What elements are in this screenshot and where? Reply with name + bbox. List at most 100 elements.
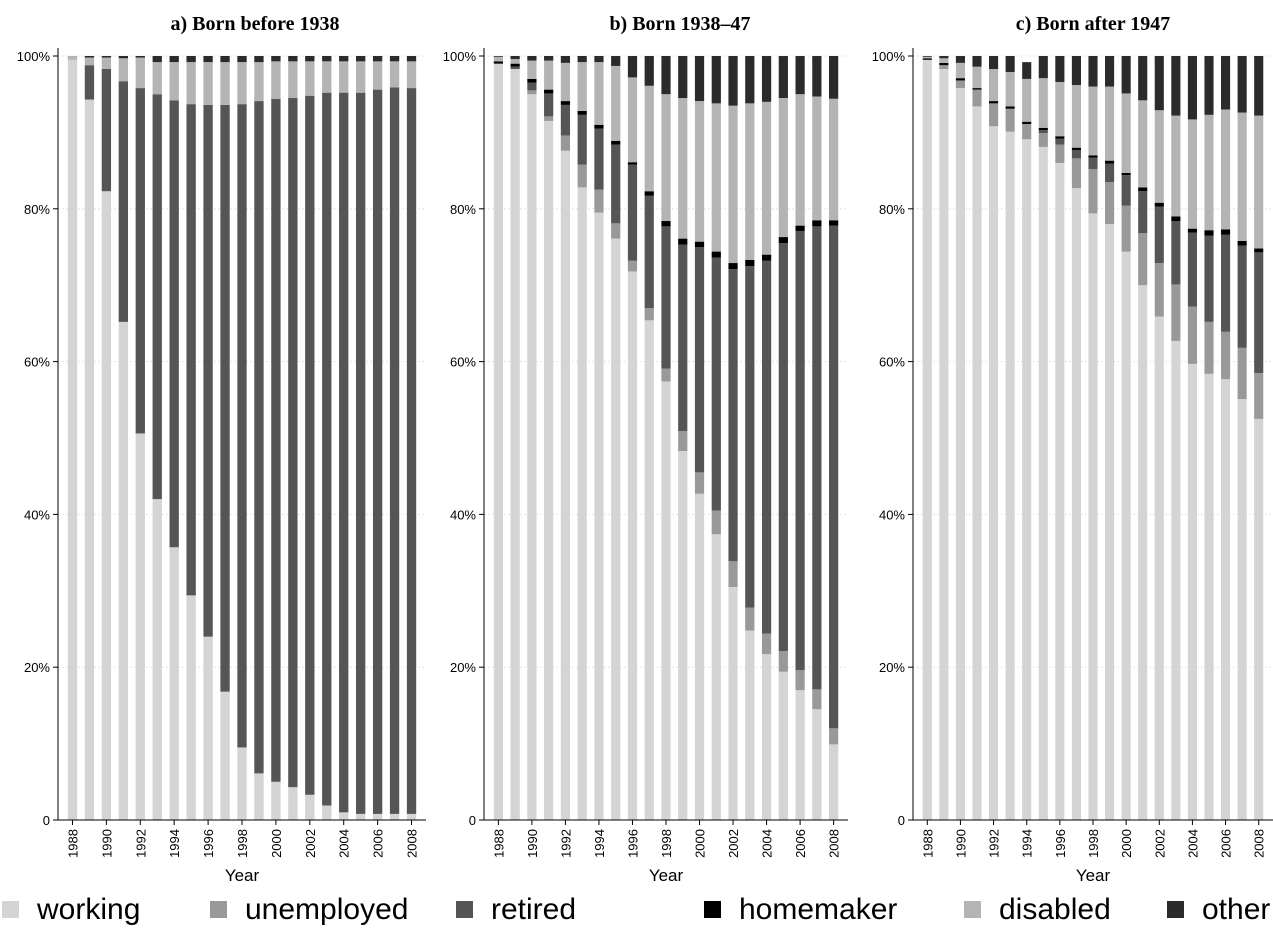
bar-retired-1994: [594, 128, 604, 190]
y-tick-label: 20%: [450, 660, 476, 675]
legend-label: unemployed: [245, 893, 408, 926]
bar-other-2003: [1171, 56, 1181, 116]
bar-working-1989: [84, 99, 95, 821]
bar-retired-2007: [812, 226, 822, 690]
legend-item-retired: retired: [456, 893, 576, 926]
bar-homemaker-1998: [1088, 155, 1098, 158]
bar-homemaker-1997: [1071, 147, 1081, 150]
bar-working-2006: [795, 690, 805, 820]
bar-disabled-1995: [1038, 78, 1048, 128]
chart-panels: a) Born before 1938 0 20% 40% 60% 80% 100% 1988…: [17, 13, 1273, 885]
bar-homemaker-1999: [678, 238, 688, 245]
bar-disabled-1989: [510, 59, 520, 64]
bar-unemployed-1999: [678, 431, 688, 451]
bar-working-1990: [955, 88, 965, 820]
bar-unemployed-1998: [1088, 169, 1098, 214]
legend-item-other: other: [1167, 893, 1270, 926]
legend-label: homemaker: [739, 893, 897, 926]
bar-working-1997: [1071, 188, 1081, 820]
bar-retired-2005: [356, 92, 366, 814]
bar-retired-2002: [728, 269, 738, 562]
x-tick-label: 1998: [235, 829, 250, 858]
bar-other-2008: [1254, 56, 1264, 116]
bar-unemployed-2000: [1121, 205, 1131, 252]
bar-retired-2003: [745, 266, 755, 608]
bar-disabled-2004: [1187, 119, 1197, 229]
bar-disabled-2006: [372, 61, 383, 90]
bar-retired-2007: [389, 87, 400, 814]
panel-1: a) Born before 1938 0 20% 40% 60% 80% 100% 1988…: [17, 13, 426, 885]
bar-working-1994: [169, 547, 179, 820]
bar-disabled-1998: [661, 94, 671, 222]
bar-disabled-1988: [493, 56, 503, 62]
bar-disabled-2002: [305, 61, 315, 96]
bar-other-1995: [611, 56, 621, 66]
bar-other-1996: [1055, 56, 1065, 82]
y-tick-label: 0: [898, 813, 905, 828]
bar-disabled-1993: [1005, 72, 1015, 107]
bar-other-2002: [1154, 56, 1164, 111]
bar-working-1989: [510, 68, 520, 821]
bar-other-1994: [169, 56, 179, 63]
bar-unemployed-2000: [694, 472, 705, 494]
bar-unemployed-1992: [560, 135, 571, 151]
bar-disabled-1998: [1088, 86, 1098, 156]
x-axis-title: Year: [1076, 866, 1111, 885]
bar-retired-1992: [560, 104, 571, 136]
bar-disabled-1990: [527, 60, 537, 79]
x-tick-label: 2008: [1252, 829, 1267, 858]
bar-working-1998: [1088, 213, 1098, 820]
bar-unemployed-1996: [627, 260, 638, 272]
bar-retired-2006: [372, 89, 383, 814]
bar-homemaker-1990: [955, 78, 965, 81]
legend-item-disabled: disabled: [964, 893, 1111, 926]
bar-retired-2008: [406, 88, 417, 814]
bar-working-2002: [1154, 316, 1164, 820]
bar-other-2008: [829, 56, 839, 99]
bar-working-1994: [594, 212, 604, 820]
bar-retired-1998: [661, 226, 671, 369]
y-tick-label: 100%: [443, 49, 477, 64]
bar-other-2001: [288, 56, 298, 62]
panel-title: c) Born after 1947: [1016, 13, 1171, 35]
bar-homemaker-2006: [1221, 229, 1231, 235]
bar-other-2005: [356, 56, 366, 62]
bar-retired-2001: [288, 98, 298, 788]
bar-homemaker-2007: [812, 220, 822, 227]
x-tick-label: 1988: [65, 829, 80, 858]
bar-other-1999: [1105, 56, 1115, 87]
bar-disabled-2002: [728, 105, 738, 264]
bar-unemployed-1989: [939, 65, 949, 69]
bar-homemaker-1988: [493, 61, 503, 64]
bar-disabled-1994: [169, 62, 179, 101]
bar-disabled-1991: [972, 66, 982, 89]
bar-homemaker-2002: [728, 263, 738, 270]
bar-unemployed-2002: [728, 561, 738, 587]
y-tick-label: 60%: [879, 355, 905, 370]
x-tick-label: 2000: [693, 829, 708, 858]
bar-working-1988: [493, 63, 503, 820]
bar-disabled-2000: [271, 61, 281, 99]
bar-working-2001: [711, 534, 721, 820]
bar-unemployed-1999: [1105, 182, 1115, 225]
bar-retired-2000: [1121, 175, 1131, 206]
bar-disabled-1997: [1071, 85, 1081, 148]
bar-homemaker-1994: [1022, 121, 1032, 124]
x-tick-label: 2006: [793, 829, 808, 858]
bar-disabled-2003: [322, 61, 332, 93]
bar-homemaker-2007: [1237, 240, 1247, 246]
bar-working-1994: [1022, 139, 1032, 820]
bar-other-1989: [510, 56, 520, 60]
bar-other-1999: [254, 56, 264, 63]
legend-swatch: [704, 901, 721, 918]
bar-other-2001: [711, 56, 721, 104]
bar-working-2007: [389, 813, 400, 820]
bar-other-1988: [922, 56, 932, 57]
bar-disabled-2006: [795, 94, 805, 226]
bar-working-1996: [1055, 162, 1065, 820]
y-tick-label: 60%: [24, 355, 50, 370]
bar-homemaker-2005: [778, 237, 788, 244]
bar-working-2001: [1138, 285, 1148, 820]
bar-retired-1997: [644, 195, 654, 309]
